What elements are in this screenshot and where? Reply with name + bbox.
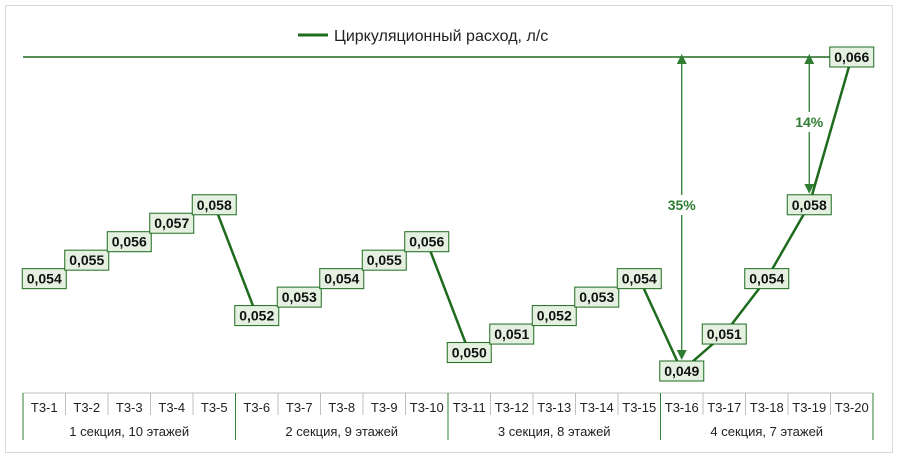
data-label-box [361,249,407,271]
group-label: 1 секция, 10 этажей [69,424,189,439]
x-tick-label: Т3-16 [665,400,699,415]
data-label: 0,052 [239,308,274,324]
data-label: 0,056 [112,234,147,250]
data-label-box [744,268,790,290]
x-tick-label: Т3-14 [580,400,614,415]
data-label: 0,053 [579,289,614,305]
data-label: 0,057 [154,215,189,231]
x-tick-label: Т3-11 [453,400,486,415]
data-label-box [234,305,280,327]
data-label-box [319,268,365,290]
data-label-box [786,194,832,216]
data-label: 0,051 [494,326,529,342]
data-label: 0,050 [452,345,487,361]
data-label: 0,053 [282,289,317,305]
x-tick-label: Т3-3 [116,400,143,415]
data-label-box [616,268,662,290]
x-tick-label: Т3-20 [835,400,869,415]
annotation-bg [792,111,827,132]
data-label-box [64,249,110,271]
data-label: 0,058 [197,197,232,213]
x-tick-label: Т3-18 [750,400,784,415]
x-tick-label: Т3-12 [495,400,529,415]
annotation-label: 14% [795,114,824,130]
data-label: 0,054 [749,271,784,287]
annotation-label: 35% [668,197,697,213]
annotation-bg [664,195,699,215]
data-label-box [404,231,450,253]
group-label: 2 секция, 9 этажей [285,424,398,439]
data-label-box [829,46,875,68]
data-label-box [149,212,195,234]
data-label: 0,056 [409,234,444,250]
data-label-box [489,323,535,345]
group-label: 3 секция, 8 этажей [498,424,611,439]
data-label: 0,054 [622,271,657,287]
data-label-box [701,323,747,345]
x-tick-label: Т3-2 [73,400,100,415]
x-tick-label: Т3-10 [410,400,444,415]
data-label-box [106,231,152,253]
x-tick-label: Т3-13 [537,400,571,415]
group-label: 4 секция, 7 этажей [710,424,823,439]
x-tick-label: Т3-7 [286,400,313,415]
data-label: 0,052 [537,308,572,324]
x-tick-label: Т3-5 [201,400,228,415]
data-label: 0,055 [367,252,402,268]
legend-label: Циркуляционный расход, л/с [334,28,548,45]
data-label-box [21,268,67,290]
x-tick-label: Т3-17 [707,400,741,415]
data-label-box [531,305,577,327]
data-label-box [276,286,322,308]
data-label: 0,054 [27,271,62,287]
data-label: 0,049 [664,363,699,379]
x-tick-label: Т3-9 [371,400,398,415]
data-label: 0,058 [792,197,827,213]
data-label: 0,066 [834,49,869,65]
x-tick-label: Т3-19 [792,400,826,415]
x-tick-label: Т3-6 [243,400,270,415]
data-label: 0,055 [69,252,104,268]
data-label-box [191,194,237,216]
data-label-box [574,286,620,308]
x-tick-label: Т3-1 [31,400,58,415]
x-tick-label: Т3-8 [328,400,355,415]
data-label-box [659,360,705,382]
data-label: 0,051 [707,326,742,342]
x-tick-label: Т3-4 [158,400,185,415]
x-tick-label: Т3-15 [622,400,656,415]
data-label: 0,054 [324,271,359,287]
data-label-box [446,342,492,364]
